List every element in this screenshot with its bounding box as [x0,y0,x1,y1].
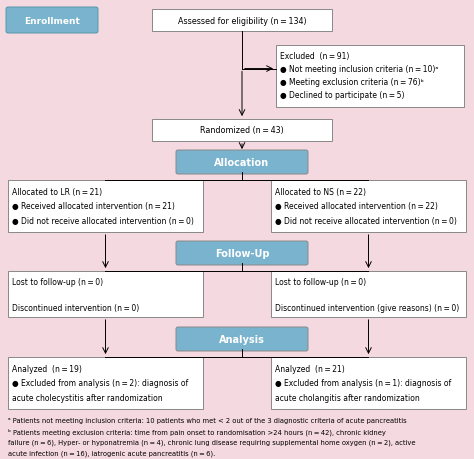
Text: acute infection (n = 16), iatrogenic acute pancreatitis (n = 6).: acute infection (n = 16), iatrogenic acu… [8,450,215,457]
FancyBboxPatch shape [8,357,203,409]
Text: ● Not meeting inclusion criteria (n = 10)ᵃ: ● Not meeting inclusion criteria (n = 10… [280,65,438,74]
Text: Discontinued intervention (give reasons) (n = 0): Discontinued intervention (give reasons)… [275,303,459,312]
Text: Analyzed  (n = 19): Analyzed (n = 19) [12,364,82,373]
FancyBboxPatch shape [8,180,203,233]
Text: Excluded  (n = 91): Excluded (n = 91) [280,52,349,61]
Text: ● Did not receive allocated intervention (n = 0): ● Did not receive allocated intervention… [12,216,194,225]
Text: Randomized (n = 43): Randomized (n = 43) [200,126,284,135]
FancyBboxPatch shape [176,241,308,265]
Text: Analyzed  (n = 21): Analyzed (n = 21) [275,364,345,373]
Text: Follow-Up: Follow-Up [215,248,269,258]
FancyBboxPatch shape [276,46,464,108]
Text: Assessed for eligibility (n = 134): Assessed for eligibility (n = 134) [178,17,306,25]
Text: ● Received allocated intervention (n = 22): ● Received allocated intervention (n = 2… [275,202,438,211]
FancyBboxPatch shape [176,327,308,351]
Text: ● Did not receive allocated intervention (n = 0): ● Did not receive allocated intervention… [275,216,457,225]
Text: Enrollment: Enrollment [24,17,80,25]
Text: Allocated to LR (n = 21): Allocated to LR (n = 21) [12,187,102,196]
Text: Lost to follow-up (n = 0): Lost to follow-up (n = 0) [12,277,103,286]
Text: ● Excluded from analysis (n = 1): diagnosis of: ● Excluded from analysis (n = 1): diagno… [275,378,451,387]
FancyBboxPatch shape [176,151,308,174]
FancyBboxPatch shape [271,180,466,233]
FancyBboxPatch shape [6,8,98,34]
FancyBboxPatch shape [271,271,466,317]
FancyBboxPatch shape [152,120,332,142]
Text: Lost to follow-up (n = 0): Lost to follow-up (n = 0) [275,277,366,286]
FancyBboxPatch shape [152,10,332,32]
Text: ● Excluded from analysis (n = 2): diagnosis of: ● Excluded from analysis (n = 2): diagno… [12,378,188,387]
Text: Analysis: Analysis [219,334,265,344]
Text: Discontinued intervention (n = 0): Discontinued intervention (n = 0) [12,303,139,312]
Text: ● Received allocated intervention (n = 21): ● Received allocated intervention (n = 2… [12,202,175,211]
Text: failure (n = 6), Hyper- or hyponatremia (n = 4), chronic lung disease requiring : failure (n = 6), Hyper- or hyponatremia … [8,439,416,446]
Text: ᵇ Patients meeting exclusion criteria: time from pain onset to randomisation >24: ᵇ Patients meeting exclusion criteria: t… [8,428,386,436]
FancyBboxPatch shape [8,271,203,317]
Text: Allocation: Allocation [214,157,270,168]
Text: ● Declined to participate (n = 5): ● Declined to participate (n = 5) [280,91,404,100]
Text: acute cholangitis after randomization: acute cholangitis after randomization [275,393,420,402]
Text: Allocated to NS (n = 22): Allocated to NS (n = 22) [275,187,366,196]
Text: acute cholecystitis after randomization: acute cholecystitis after randomization [12,393,163,402]
Text: ᵃ Patients not meeting inclusion criteria: 10 patients who met < 2 out of the 3 : ᵃ Patients not meeting inclusion criteri… [8,417,407,423]
FancyBboxPatch shape [271,357,466,409]
Text: ● Meeting exclusion criteria (n = 76)ᵇ: ● Meeting exclusion criteria (n = 76)ᵇ [280,78,424,87]
